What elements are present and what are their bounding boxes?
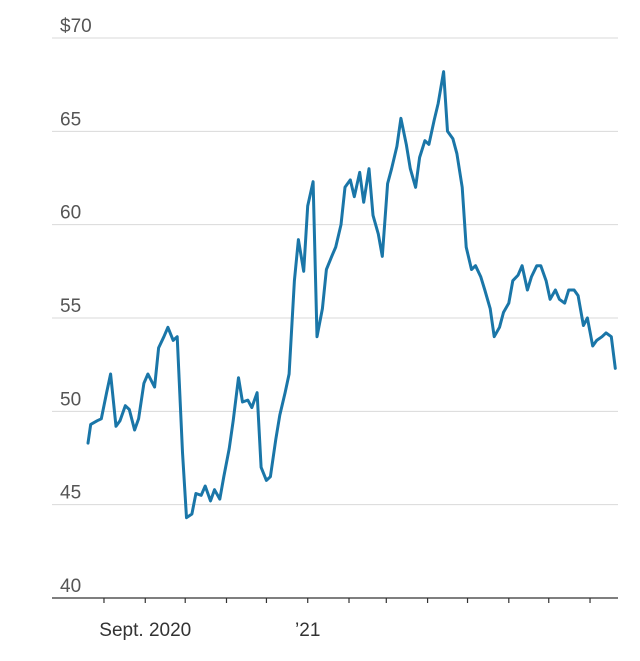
x-axis-tick-labels: Sept. 2020 ’21 [99,620,320,641]
y-tick-label-55: 55 [60,296,81,317]
y-tick-label-65: 65 [60,109,81,130]
gridlines [52,37,618,506]
x-axis [52,597,618,603]
y-tick-label-70: $70 [60,16,92,37]
y-tick-label-60: 60 [60,203,81,224]
series-line-0 [86,70,617,520]
x-tick-label: ’21 [295,620,320,641]
y-tick-label-50: 50 [60,389,81,410]
price-series [86,70,617,520]
y-axis-tick-labels: 40 45 50 55 60 65 $70 [60,16,92,597]
x-tick-label: Sept. 2020 [99,620,191,641]
y-tick-label-40: 40 [60,576,81,597]
y-tick-label-45: 45 [60,483,81,504]
